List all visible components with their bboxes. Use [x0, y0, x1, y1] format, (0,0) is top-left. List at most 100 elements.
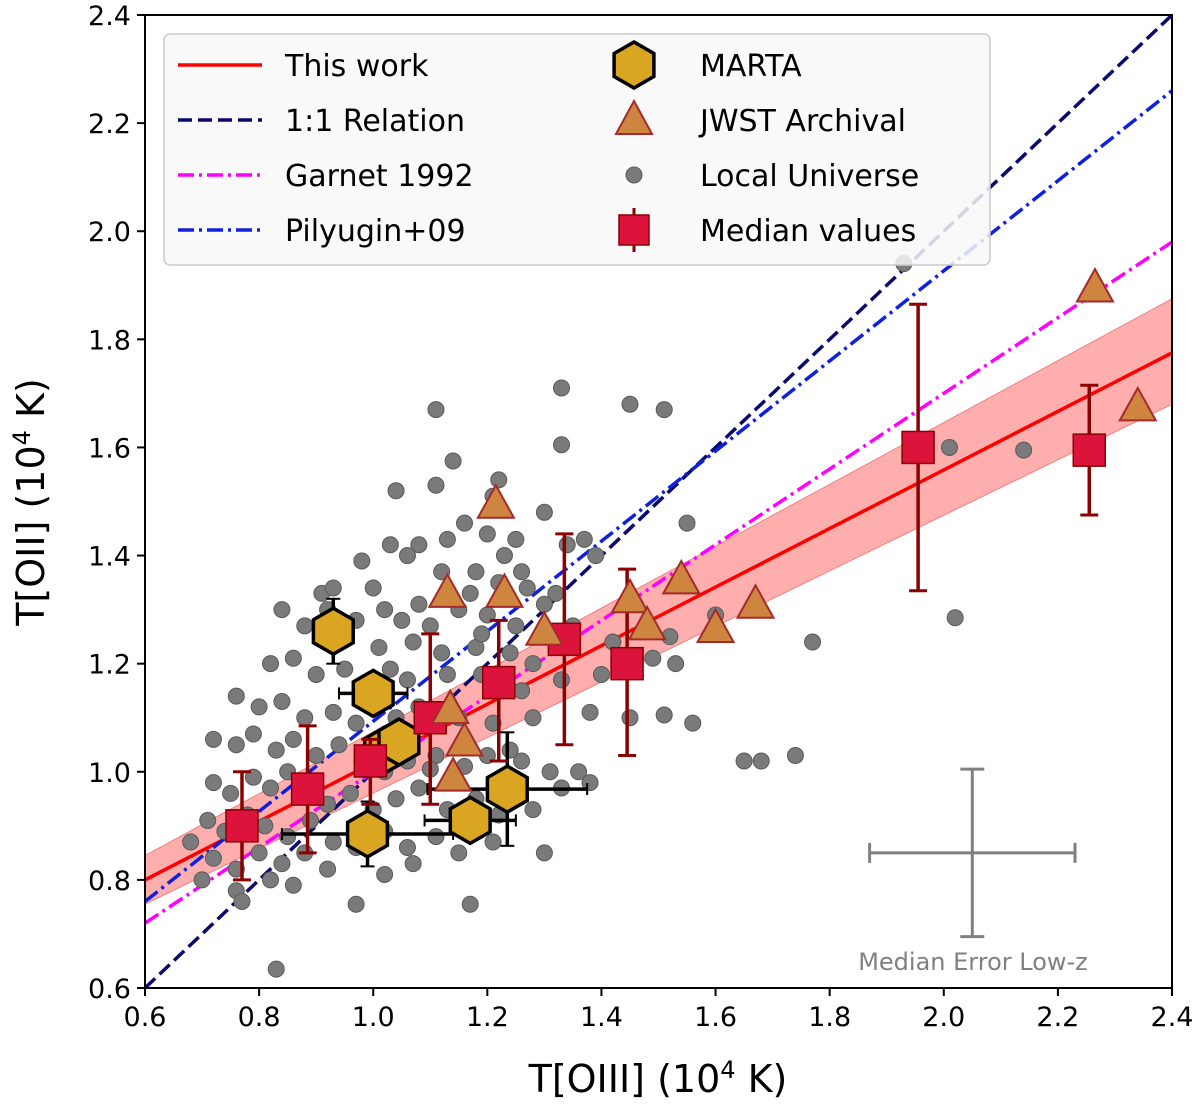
- local-universe-point: [473, 625, 491, 643]
- local-universe-point: [381, 660, 399, 678]
- local-universe-point: [387, 790, 405, 808]
- local-universe-point: [444, 452, 462, 470]
- local-universe-point: [513, 682, 531, 700]
- jwst-point: [433, 756, 473, 792]
- jwst-point: [627, 604, 667, 641]
- jwst-point: [444, 721, 485, 757]
- legend-label: 1:1 Relation: [285, 104, 465, 139]
- plot-frame: [144, 14, 1173, 989]
- legend-swatch-jwst: [614, 98, 654, 135]
- local-universe-point: [581, 703, 599, 721]
- y-tick-label: 1.6: [88, 433, 131, 464]
- local-universe-point: [786, 747, 804, 765]
- local-universe-point: [450, 844, 468, 862]
- y-tick-label: 2.0: [88, 217, 131, 248]
- median-point: [481, 665, 516, 700]
- median-points: [225, 302, 1107, 882]
- local-universe-point: [553, 671, 571, 689]
- y-tick-label: 1.0: [88, 758, 131, 789]
- local-universe-point: [353, 552, 371, 570]
- local-universe-point: [507, 530, 525, 548]
- local-universe-point: [621, 395, 639, 413]
- jwst-point: [661, 558, 702, 595]
- local-universe-point: [227, 687, 245, 705]
- local-universe-point: [222, 784, 240, 802]
- local-universe-point: [1015, 441, 1033, 459]
- legend-label: This work: [284, 49, 429, 84]
- local-universe-point: [398, 671, 416, 689]
- local-universe-point: [404, 633, 422, 651]
- local-universe-point: [570, 763, 588, 781]
- y-tick-label: 2.4: [88, 1, 131, 32]
- local-universe-point: [592, 665, 610, 683]
- local-universe-point: [244, 725, 262, 743]
- local-universe-point: [393, 611, 411, 629]
- marta-point: [485, 764, 529, 815]
- x-tick-label: 0.8: [238, 1002, 281, 1033]
- legend-swatch-local: [625, 166, 643, 184]
- local-universe-point: [495, 547, 513, 565]
- local-universe-point: [250, 844, 268, 862]
- x-tick-label: 1.8: [808, 1002, 851, 1033]
- local-universe-point: [273, 693, 291, 711]
- jwst-point: [610, 577, 650, 614]
- local-universe-point: [678, 514, 696, 532]
- local-universe-point: [199, 811, 217, 829]
- y-tick-label: 0.6: [88, 974, 131, 1005]
- local-universe-point: [524, 655, 542, 673]
- local-universe-point: [735, 752, 753, 770]
- local-universe-point: [376, 865, 394, 883]
- marta-point: [351, 668, 395, 719]
- x-tick-label: 2.2: [1036, 1002, 1079, 1033]
- local-universe-point: [940, 438, 958, 456]
- local-universe-point: [478, 525, 496, 543]
- local-universe-point: [667, 655, 685, 673]
- local-universe-point: [621, 709, 639, 727]
- local-universe-point: [553, 436, 571, 454]
- local-universe-point: [535, 503, 553, 521]
- local-universe-point: [250, 698, 268, 716]
- local-universe-point: [456, 514, 474, 532]
- local-universe-point: [946, 609, 964, 627]
- local-universe-point: [433, 644, 451, 662]
- x-tick-label: 2.4: [1151, 1002, 1194, 1033]
- local-universe-point: [364, 579, 382, 597]
- local-universe-point: [804, 633, 822, 651]
- local-universe-point: [752, 752, 770, 770]
- local-universe-point: [501, 644, 519, 662]
- marta-point: [345, 808, 390, 859]
- garnet-1992-line: [145, 240, 1172, 925]
- legend-label: Median values: [700, 214, 916, 249]
- jwst-point: [524, 610, 565, 646]
- local-universe-point: [535, 595, 553, 613]
- local-universe-point: [524, 801, 542, 819]
- local-universe-point: [655, 706, 673, 724]
- marta-point: [448, 795, 492, 846]
- y-axis-title: T[OII] (104 K): [8, 378, 53, 627]
- jwst-point: [1075, 267, 1115, 303]
- jwst-point: [427, 572, 468, 608]
- local-universe-point: [427, 476, 445, 494]
- local-universe-point: [370, 638, 388, 656]
- local-universe-point: [324, 833, 342, 851]
- local-universe-point: [410, 536, 428, 554]
- local-universe-point: [427, 401, 445, 419]
- x-tick-label: 2.0: [922, 1002, 965, 1033]
- jwst-point: [695, 607, 736, 644]
- median-error-label: Median Error Low-z: [858, 948, 1088, 976]
- jwst-point: [1118, 385, 1158, 422]
- one-to-one-line: [145, 15, 1172, 988]
- y-tick-label: 2.2: [88, 109, 131, 140]
- local-universe-point: [427, 828, 445, 846]
- local-universe-point: [410, 595, 428, 613]
- local-universe-point: [262, 655, 280, 673]
- local-universe-point: [204, 849, 222, 867]
- local-universe-point: [204, 730, 222, 748]
- local-universe-point: [684, 714, 702, 732]
- local-universe-point: [461, 584, 479, 602]
- median-point: [1072, 433, 1107, 467]
- axes: 0.6 0.8 1.0 1.2 1.4 1.6 1.8 2.0 2.2 2.4 0.6 0.8 1.0 1…: [88, 1, 1193, 1033]
- x-tick-label: 1.2: [466, 1002, 509, 1033]
- legend-swatch-median: [618, 214, 650, 246]
